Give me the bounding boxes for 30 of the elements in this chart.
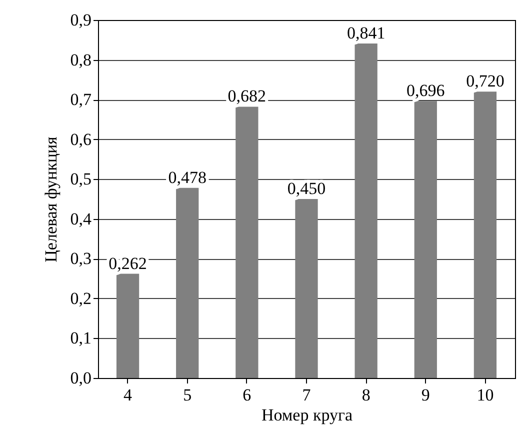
- y-tick-label: 0,4: [70, 209, 92, 228]
- bar: [295, 199, 318, 378]
- y-tick-label: 0,2: [70, 288, 92, 308]
- y-tick-label: 0,3: [70, 249, 92, 268]
- y-tick-label: 0,6: [70, 130, 92, 149]
- x-tick-label: 4: [124, 386, 133, 404]
- y-axis-title: Целевая функция: [41, 136, 60, 262]
- y-tick-label: 0,8: [70, 50, 92, 70]
- x-tick-label: 9: [421, 386, 430, 404]
- bar: [116, 274, 140, 378]
- y-tick-label: 0,7: [70, 90, 92, 110]
- y-tick-label: 0,5: [70, 170, 92, 189]
- data-label: 0,841: [346, 23, 386, 42]
- bar: [474, 92, 497, 378]
- bar: [236, 106, 258, 378]
- y-tick-label: 0,9: [70, 10, 92, 30]
- x-tick-label: 8: [362, 386, 370, 404]
- data-label: 0,696: [406, 81, 445, 100]
- y-tick-label: 0,0: [70, 368, 92, 388]
- data-label: 0,450: [287, 179, 326, 198]
- data-label: 0,720: [466, 72, 504, 91]
- bar: [176, 188, 199, 378]
- x-tick-label: 10: [476, 386, 494, 404]
- x-axis-title: Номер круга: [261, 406, 353, 424]
- x-tick-label: 7: [302, 386, 312, 404]
- bar: [414, 101, 437, 378]
- x-tick-label: 6: [242, 386, 252, 404]
- y-tick-label: 0,1: [70, 328, 92, 348]
- bar: [354, 43, 378, 378]
- x-tick-label: 5: [183, 386, 192, 404]
